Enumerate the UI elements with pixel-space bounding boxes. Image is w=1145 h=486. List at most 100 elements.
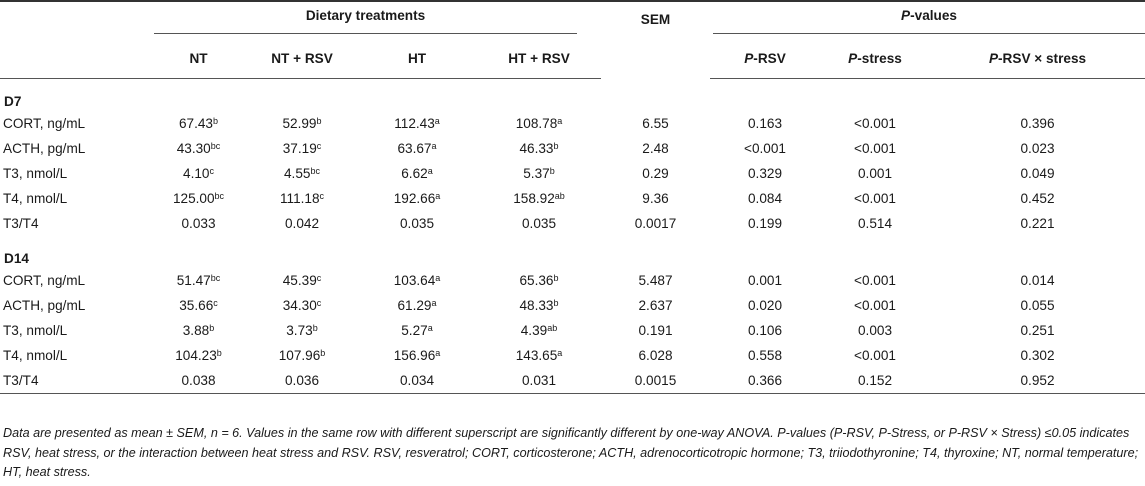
- value-cell: 3.88b: [150, 318, 247, 343]
- value-cell: 0.558: [710, 343, 820, 368]
- value-text: 52.99: [282, 116, 317, 131]
- value-cell: <0.001: [820, 136, 930, 161]
- value-cell: 45.39c: [247, 268, 357, 293]
- value-text: 0.302: [1020, 348, 1055, 363]
- value-text: 0.023: [1020, 141, 1055, 156]
- superscript-letter: a: [435, 348, 441, 358]
- value-text: <0.001: [854, 141, 896, 156]
- value-text: 0.014: [1020, 273, 1055, 288]
- sem-label: SEM: [640, 12, 671, 27]
- value-cell: 0.001: [710, 268, 820, 293]
- value-text: 35.66: [179, 298, 214, 313]
- value-cell: 5.27a: [357, 318, 477, 343]
- col-header: NT: [150, 39, 247, 79]
- value-text: 143.65: [515, 348, 558, 363]
- value-text: 46.33: [519, 141, 554, 156]
- superscript-letter: a: [427, 166, 433, 176]
- value-cell: 61.29a: [357, 293, 477, 318]
- p-values-label: P-values: [713, 8, 1145, 34]
- value-text: 43.30: [176, 141, 211, 156]
- value-text: 0.952: [1020, 373, 1055, 388]
- header-row-groups: Dietary treatments SEM P-values: [0, 0, 1145, 79]
- superscript-letter: bc: [310, 166, 320, 176]
- superscript-letter: b: [553, 141, 559, 151]
- superscript-letter: bc: [214, 191, 225, 201]
- value-cell: <0.001: [710, 136, 820, 161]
- header-row-columns: NT NT + RSV HT HT + RSV P-RSV P-stress P…: [0, 39, 1145, 79]
- value-text: 65.36: [519, 273, 554, 288]
- value-cell: 0.251: [930, 318, 1145, 343]
- superscript-letter: c: [316, 298, 322, 308]
- value-cell: 0.302: [930, 343, 1145, 368]
- value-text: 158.92: [513, 191, 555, 206]
- value-text: 37.19: [282, 141, 317, 156]
- value-cell: 0.221: [930, 211, 1145, 236]
- superscript-letter: ab: [554, 191, 565, 201]
- value-cell: 125.00bc: [150, 186, 247, 211]
- value-cell: 0.031: [477, 368, 601, 394]
- table-row: T4, nmol/L 104.23b 107.96b 156.96a 143.65a 6.…: [0, 343, 1145, 368]
- value-text: 0.033: [181, 216, 216, 231]
- value-cell: 35.66c: [150, 293, 247, 318]
- value-text: 4.10: [183, 166, 210, 181]
- value-cell: 2.48: [601, 136, 710, 161]
- value-text: 112.43: [394, 116, 435, 131]
- value-text: 3.73: [286, 323, 313, 338]
- table-row: T3, nmol/L 3.88b 3.73b 5.27a 4.39ab 0.191 0.10…: [0, 318, 1145, 343]
- superscript-letter: b: [553, 298, 559, 308]
- value-cell: 37.19c: [247, 136, 357, 161]
- value-text: 0.084: [747, 191, 783, 206]
- superscript-letter: b: [213, 116, 219, 126]
- superscript-letter: b: [209, 323, 215, 333]
- superscript-letter: a: [434, 116, 440, 126]
- value-cell: 158.92ab: [477, 186, 601, 211]
- footnote-text: Data are presented as mean ± SEM, n = 6.…: [3, 426, 1139, 479]
- value-cell: 0.035: [477, 211, 601, 236]
- footnote: Data are presented as mean ± SEM, n = 6.…: [3, 424, 1143, 483]
- value-cell: 51.47bc: [150, 268, 247, 293]
- value-text: 51.47: [176, 273, 211, 288]
- value-cell: <0.001: [820, 343, 930, 368]
- value-text: 0.034: [399, 373, 435, 388]
- value-cell: 5.487: [601, 268, 710, 293]
- value-cell: 3.73b: [247, 318, 357, 343]
- value-text: 0.038: [181, 373, 216, 388]
- value-cell: 0.003: [820, 318, 930, 343]
- table-row: ACTH, pg/mL 43.30bc 37.19c 63.67a 46.33b 2.48…: [0, 136, 1145, 161]
- value-cell: 52.99b: [247, 111, 357, 136]
- superscript-letter: a: [431, 141, 437, 151]
- row-label: T3, nmol/L: [3, 323, 68, 338]
- value-cell: <0.001: [820, 111, 930, 136]
- header-blank: [0, 0, 150, 39]
- value-text: 0.199: [747, 216, 783, 231]
- value-text: 0.221: [1020, 216, 1055, 231]
- col-header: HT + RSV: [477, 39, 601, 79]
- row-label: CORT, ng/mL: [3, 273, 86, 288]
- value-cell: 48.33b: [477, 293, 601, 318]
- value-cell: 0.106: [710, 318, 820, 343]
- col-header: P-RSV: [710, 39, 820, 79]
- row-label: T3/T4: [0, 368, 150, 394]
- value-cell: 156.96a: [357, 343, 477, 368]
- row-label: CORT, ng/mL: [3, 116, 86, 131]
- value-text: 0.036: [284, 373, 320, 388]
- value-cell: 46.33b: [477, 136, 601, 161]
- value-cell: 0.514: [820, 211, 930, 236]
- value-text: 6.62: [401, 166, 428, 181]
- results-table: Dietary treatments SEM P-values NT NT + …: [0, 0, 1145, 394]
- value-text: 0.035: [399, 216, 435, 231]
- value-cell: <0.001: [820, 293, 930, 318]
- value-text: 0.001: [747, 273, 783, 288]
- value-text: 107.96: [278, 348, 321, 363]
- superscript-letter: a: [557, 116, 563, 126]
- value-cell: 0.199: [710, 211, 820, 236]
- superscript-letter: b: [312, 323, 318, 333]
- col-header: NT + RSV: [247, 39, 357, 79]
- row-label: ACTH, pg/mL: [3, 141, 86, 156]
- value-text: 0.003: [857, 323, 893, 338]
- superscript-letter: b: [549, 166, 555, 176]
- value-cell: 4.55bc: [247, 161, 357, 186]
- table-row: T3/T4 0.033 0.042 0.035 0.035 0.0017 0.199 0.51…: [0, 211, 1145, 236]
- value-text: 0.191: [638, 323, 673, 338]
